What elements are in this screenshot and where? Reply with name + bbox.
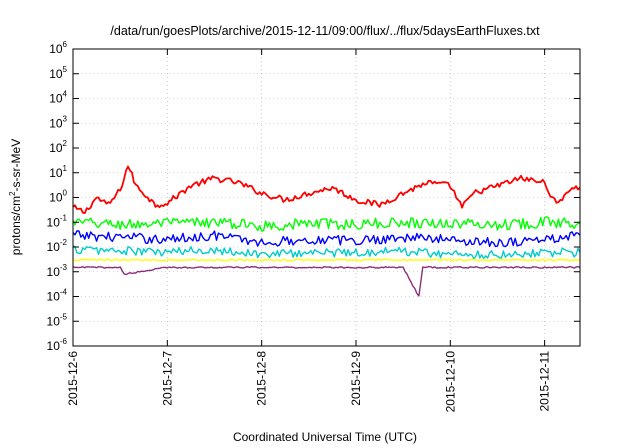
x-tick-label: 2015-12-11 [538, 351, 552, 412]
y-tick-label: 100 [49, 189, 67, 205]
x-tick-label: 2015-12-10 [443, 351, 457, 413]
y-tick-label: 10-6 [47, 337, 68, 353]
y-tick-label: 10-3 [47, 263, 68, 279]
series-line [73, 245, 581, 260]
y-tick-label: 103 [49, 114, 67, 130]
y-tick-label: 10-2 [47, 238, 68, 254]
series-group [72, 165, 581, 297]
x-axis-label: Coordinated Universal Time (UTC) [233, 430, 417, 444]
series-line [72, 165, 581, 214]
y-tick-label: 101 [49, 164, 67, 180]
grid [73, 49, 580, 346]
y-tick-label: 104 [49, 90, 67, 106]
plot-frame [72, 48, 581, 347]
series-line [72, 266, 581, 297]
y-axis-label: protons/cm2-s-sr-MeV [8, 139, 23, 255]
y-tick-label: 106 [49, 40, 67, 56]
series-line [72, 216, 580, 232]
y-tick-label: 102 [49, 139, 67, 155]
x-tick-label: 2015-12-9 [349, 351, 363, 406]
y-tick-label: 10-1 [47, 213, 68, 229]
x-tick-label: 2015-12-6 [66, 351, 80, 406]
y-tick-label: 10-4 [47, 288, 68, 304]
x-tick-labels: 2015-12-6 2015-12-7 2015-12-8 2015-12-9 2015… [66, 351, 552, 413]
series-line [72, 230, 581, 248]
y-tick-label: 105 [49, 65, 67, 81]
y-tick-label: 10-5 [47, 312, 68, 328]
chart-title: /data/run/goesPlots/archive/2015-12-11/0… [110, 24, 540, 38]
x-tick-label: 2015-12-8 [255, 351, 269, 406]
series-line [72, 258, 581, 262]
y-tick-labels: 10-6 10-5 10-4 10-3 10-2 10-1 100 101 102 103 104 1… [47, 40, 68, 353]
x-tick-label: 2015-12-7 [160, 351, 174, 406]
axes [72, 48, 581, 347]
